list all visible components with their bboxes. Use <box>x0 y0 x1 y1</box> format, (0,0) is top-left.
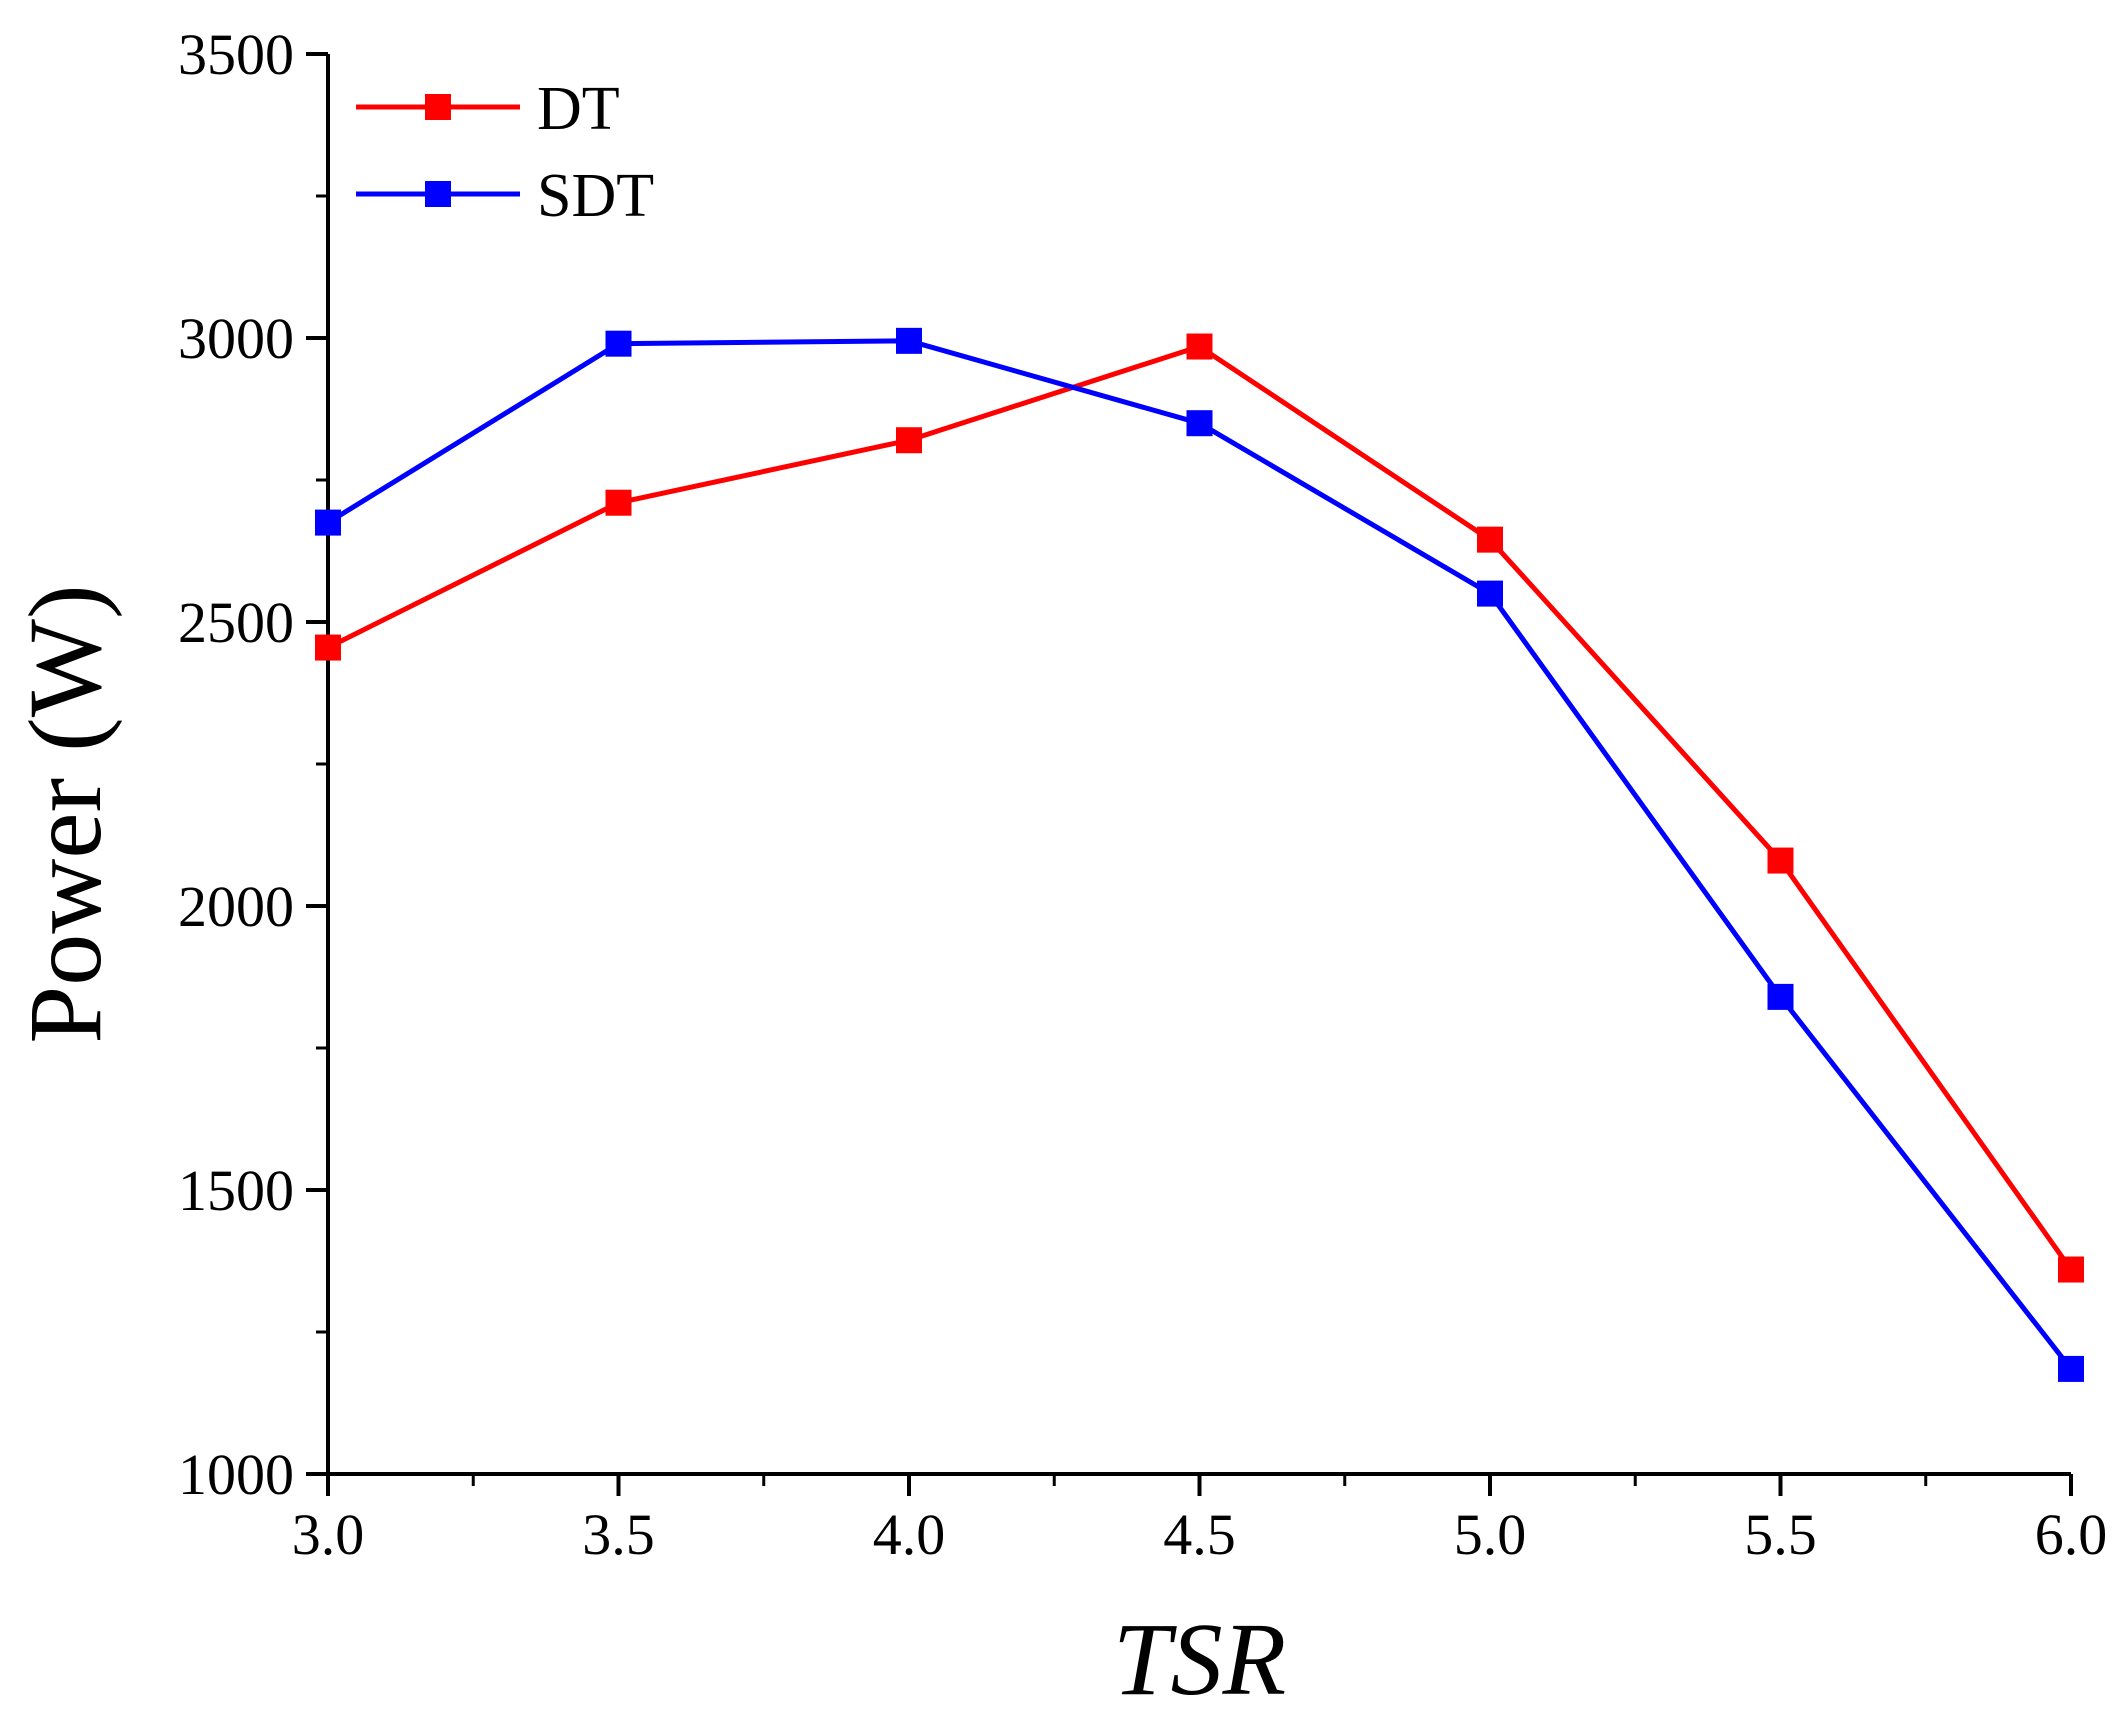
series <box>315 327 2084 1382</box>
legend: DT SDT <box>356 75 654 230</box>
data-point-sdt <box>1477 580 1503 607</box>
series-dt <box>315 333 2084 1283</box>
legend-label-dt: DT <box>537 75 620 143</box>
series-line-sdt <box>326 338 2073 1371</box>
x-tick-label: 6.0 <box>2035 1502 2108 1567</box>
y-tick-label: 1000 <box>178 1442 294 1507</box>
x-tick-label: 5.0 <box>1454 1502 1527 1567</box>
data-point-dt <box>605 489 632 516</box>
x-tick-label: 3.5 <box>582 1502 655 1567</box>
data-point-dt <box>1477 526 1503 553</box>
x-tick-label: 4.5 <box>1163 1502 1236 1567</box>
legend-entry-dt: DT <box>356 75 620 143</box>
data-point-sdt <box>896 327 922 354</box>
y-tick-label: 3000 <box>178 306 294 371</box>
data-point-dt <box>2058 1256 2084 1283</box>
data-point-sdt <box>1186 410 1213 437</box>
y-tick-label: 2500 <box>178 590 294 655</box>
x-tick-label: 5.5 <box>1744 1502 1817 1567</box>
series-sdt <box>315 327 2084 1382</box>
data-point-dt <box>1186 333 1213 360</box>
legend-entry-sdt: SDT <box>356 162 654 230</box>
x-tick-label: 4.0 <box>873 1502 946 1567</box>
axes <box>326 54 2071 1476</box>
legend-label-sdt: SDT <box>537 162 654 230</box>
data-point-sdt <box>315 509 341 536</box>
data-point-sdt <box>1767 983 1794 1010</box>
data-point-sdt <box>605 330 632 357</box>
data-point-dt <box>1767 847 1794 874</box>
y-tick-label: 3500 <box>178 22 294 87</box>
legend-marker-dt <box>425 94 451 120</box>
series-line-dt <box>326 344 2074 1271</box>
y-axis-title: Power (W) <box>8 584 123 1043</box>
y-tick-label: 2000 <box>178 874 294 939</box>
data-point-sdt <box>2058 1355 2084 1382</box>
y-tick-label: 1500 <box>178 1158 294 1223</box>
ticks: 1000 1500 2000 2500 3000 3500 3.0 3.5 4.0 4.5 5.0 5… <box>178 22 2107 1567</box>
data-point-dt <box>315 634 341 661</box>
legend-marker-sdt <box>425 181 451 207</box>
x-tick-label: 3.0 <box>292 1502 365 1567</box>
data-point-dt <box>896 427 922 454</box>
x-axis-title: TSR <box>1113 1602 1286 1717</box>
